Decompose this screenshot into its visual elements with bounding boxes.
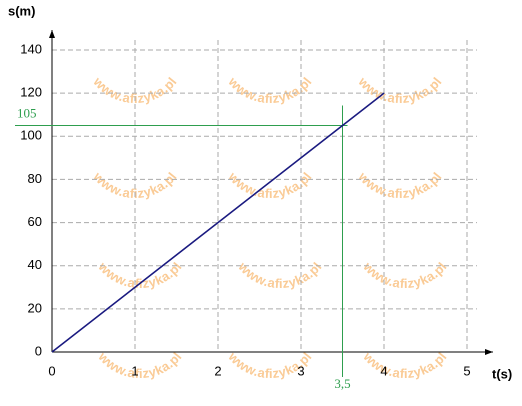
y-tick-label: 40 bbox=[28, 257, 42, 272]
y-tick-label: 100 bbox=[20, 128, 42, 143]
watermark-text: www.afizyka.pl bbox=[95, 259, 185, 292]
x-tick-label: 4 bbox=[380, 363, 387, 378]
x-axis-label: t(s) bbox=[492, 366, 512, 381]
x-tick-label: 2 bbox=[214, 363, 221, 378]
watermark: www.afizyka.pl bbox=[355, 74, 445, 107]
y-axis-label: s(m) bbox=[8, 3, 35, 18]
watermark-text: www.afizyka.pl bbox=[360, 259, 450, 292]
x-tick-label: 1 bbox=[131, 363, 138, 378]
grid bbox=[52, 40, 477, 352]
watermark-text: www.afizyka.pl bbox=[355, 74, 445, 107]
x-tick-label: 3 bbox=[297, 363, 304, 378]
watermark: www.afizyka.pl bbox=[95, 259, 185, 292]
annotation-x-label: 3,5 bbox=[334, 376, 350, 391]
annotation-y-label: 105 bbox=[17, 105, 37, 120]
x-tick-label: 0 bbox=[48, 363, 55, 378]
y-arrow bbox=[49, 30, 55, 38]
watermark-text: www.afizyka.pl bbox=[95, 349, 185, 382]
x-arrow bbox=[485, 349, 493, 355]
watermark: www.afizyka.pl bbox=[360, 259, 450, 292]
watermark: www.afizyka.pl bbox=[355, 169, 445, 202]
y-tick-label: 60 bbox=[28, 214, 42, 229]
watermark: www.afizyka.pl bbox=[95, 349, 185, 382]
watermark: www.afizyka.pl bbox=[235, 259, 325, 292]
watermark-text: www.afizyka.pl bbox=[360, 349, 450, 382]
watermark-text: www.afizyka.pl bbox=[235, 259, 325, 292]
watermark: www.afizyka.pl bbox=[360, 349, 450, 382]
y-tick-label: 140 bbox=[20, 41, 42, 56]
line bbox=[51, 92, 385, 353]
y-tick-label: 0 bbox=[35, 343, 42, 358]
x-tick-label: 5 bbox=[463, 363, 470, 378]
y-tick-label: 80 bbox=[28, 171, 42, 186]
watermark-text: www.afizyka.pl bbox=[355, 169, 445, 202]
y-tick-label: 20 bbox=[28, 300, 42, 315]
watermarks: www.afizyka.pl www.afizyka.pl www.afizyka.… bbox=[90, 74, 450, 382]
y-tick-label: 120 bbox=[20, 85, 42, 100]
